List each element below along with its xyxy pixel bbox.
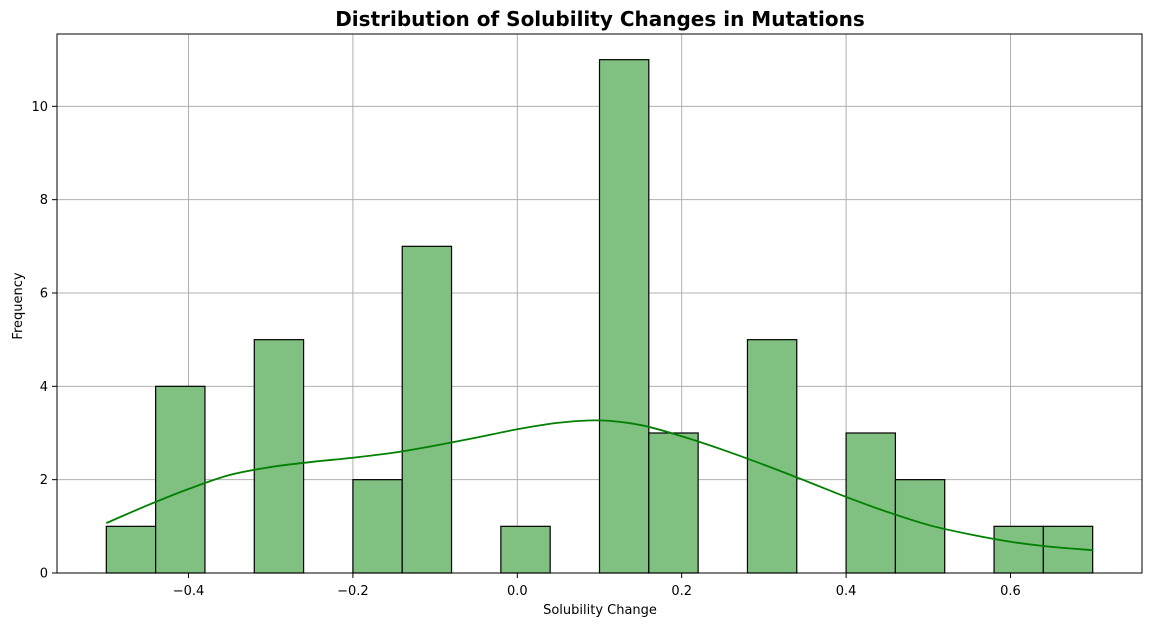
kde-curve [105, 419, 1093, 552]
y-tick-label: 8 [40, 193, 48, 208]
y-tick-label: 4 [40, 380, 48, 395]
y-tick-label: 10 [31, 100, 48, 115]
histogram-bar [746, 339, 798, 574]
x-tick-label: 0.2 [671, 584, 692, 599]
histogram-bar [401, 245, 453, 574]
histogram-bar [598, 59, 650, 574]
x-tick-label: −0.4 [173, 584, 205, 599]
histogram-bar [155, 385, 206, 574]
histogram-bar [993, 525, 1044, 574]
histogram-bar [648, 432, 699, 574]
x-axis-label: Solubility Change [543, 603, 657, 618]
x-tick-label: 0.0 [507, 584, 528, 599]
x-axis-ticks: −0.4 −0.2 0.0 0.2 0.4 0.6 [173, 573, 1021, 599]
x-tick-label: −0.2 [337, 584, 369, 599]
y-axis-label: Frequency [11, 272, 26, 339]
histogram-bars [105, 59, 1094, 574]
plot-frame [56, 33, 1143, 574]
y-tick-label: 6 [40, 287, 48, 302]
y-tick-label: 0 [40, 567, 48, 582]
y-axis-ticks: 0 2 4 6 8 10 [31, 100, 57, 582]
histogram-bar [105, 525, 157, 574]
x-tick-label: 0.6 [1000, 584, 1021, 599]
chart-title: Distribution of Solubility Changes in Mu… [335, 7, 865, 31]
histogram-bar [845, 432, 897, 574]
x-tick-label: 0.4 [836, 584, 857, 599]
histogram-bar [352, 479, 403, 574]
histogram-bar [500, 525, 551, 574]
histogram-bar [253, 339, 305, 574]
y-tick-label: 2 [40, 473, 48, 488]
